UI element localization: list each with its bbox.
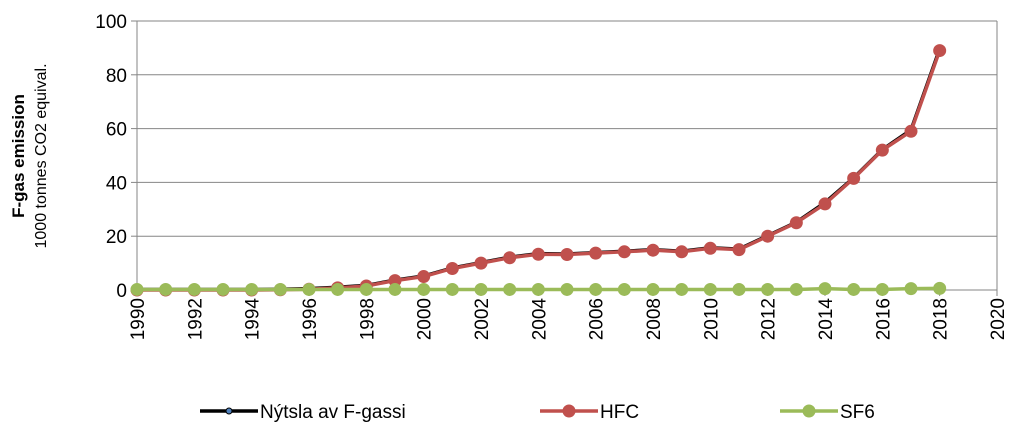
x-tick-label: 2016 [873, 298, 894, 340]
series-marker [359, 282, 373, 296]
x-tick-label: 2006 [587, 298, 608, 340]
series-marker [818, 197, 832, 211]
y-tick-label: 80 [106, 66, 127, 87]
x-tick-label: 2004 [529, 298, 550, 341]
x-tick-label: 2014 [816, 298, 837, 341]
x-tick-label: 2002 [472, 298, 493, 340]
series-marker [732, 243, 746, 257]
series-marker [531, 282, 545, 296]
x-tick-label: 2020 [988, 298, 1009, 340]
y-tick-label: 100 [95, 12, 127, 33]
legend-marker [562, 404, 576, 418]
x-tick-label: 1998 [357, 298, 378, 340]
series-marker [904, 124, 918, 138]
x-tick-label: 1990 [128, 298, 149, 340]
y-axis-sublabel: 1000 tonnes CO2 equival. [33, 63, 50, 248]
series-marker [503, 251, 517, 265]
y-tick-label: 0 [116, 281, 127, 302]
series-marker [703, 282, 717, 296]
x-tick-label: 2000 [415, 298, 436, 340]
series-marker [589, 282, 603, 296]
series-marker [675, 282, 689, 296]
y-tick-label: 60 [106, 120, 127, 141]
x-tick-label: 1992 [185, 298, 206, 340]
series-marker [904, 282, 918, 296]
series-marker [589, 246, 603, 260]
series-marker [474, 282, 488, 296]
legend-marker [802, 404, 816, 418]
series-marker [273, 282, 287, 296]
x-tick-label: 1996 [300, 298, 321, 340]
series-marker [732, 282, 746, 296]
series-marker [159, 282, 173, 296]
series-marker [933, 281, 947, 295]
series-marker [560, 247, 574, 261]
series-marker [216, 282, 230, 296]
series-marker [302, 282, 316, 296]
series-marker [617, 282, 631, 296]
series-marker [847, 171, 861, 185]
series-marker [875, 282, 889, 296]
series-marker [417, 270, 431, 284]
series-marker [187, 282, 201, 296]
y-axis-label: F-gas emission [9, 94, 28, 218]
series-marker [646, 243, 660, 257]
legend-marker [225, 407, 233, 415]
series-marker [130, 282, 144, 296]
series-marker [875, 143, 889, 157]
series-marker [445, 261, 459, 275]
series-marker [646, 282, 660, 296]
series-marker [503, 282, 517, 296]
x-tick-label: 2018 [931, 298, 952, 340]
x-tick-label: 1994 [243, 298, 264, 341]
y-tick-label: 20 [106, 227, 127, 248]
series-marker [417, 282, 431, 296]
series-marker [388, 282, 402, 296]
legend-label: SF6 [840, 402, 875, 423]
series-marker [245, 282, 259, 296]
series-marker [560, 282, 574, 296]
series-marker [933, 44, 947, 58]
x-tick-label: 2010 [701, 298, 722, 340]
series-marker [761, 229, 775, 243]
series-marker [531, 247, 545, 261]
legend-label: Nýtsla av F-gassi [260, 402, 406, 423]
y-tick-label: 40 [106, 173, 127, 194]
series-marker [445, 282, 459, 296]
series-marker [789, 216, 803, 230]
x-tick-label: 2012 [759, 298, 780, 340]
series-marker [847, 282, 861, 296]
series-marker [703, 241, 717, 255]
series-marker [617, 245, 631, 259]
series-marker [789, 282, 803, 296]
series-marker [474, 256, 488, 270]
legend-label: HFC [600, 402, 639, 423]
series-marker [331, 282, 345, 296]
series-marker [761, 282, 775, 296]
series-marker [818, 282, 832, 296]
series-marker [675, 245, 689, 259]
x-tick-label: 2008 [644, 298, 665, 340]
